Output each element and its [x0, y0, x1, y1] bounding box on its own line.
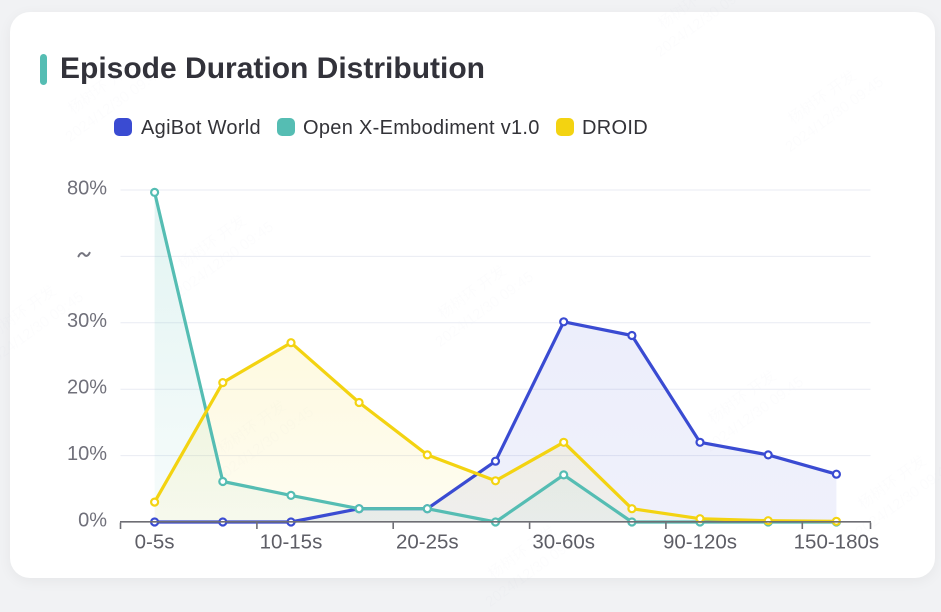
svg-text:0-5s: 0-5s: [135, 531, 175, 554]
svg-text:20%: 20%: [67, 377, 107, 399]
svg-text:30%: 30%: [67, 310, 107, 332]
svg-text:0%: 0%: [78, 509, 107, 531]
svg-text:20-25s: 20-25s: [396, 531, 459, 554]
svg-text:10%: 10%: [67, 443, 107, 465]
svg-text:30-60s: 30-60s: [532, 531, 595, 554]
svg-text:90-120s: 90-120s: [663, 531, 737, 554]
svg-text:80%: 80%: [67, 177, 107, 199]
svg-text:150-180s: 150-180s: [794, 531, 879, 554]
svg-text:10-15s: 10-15s: [260, 531, 323, 554]
